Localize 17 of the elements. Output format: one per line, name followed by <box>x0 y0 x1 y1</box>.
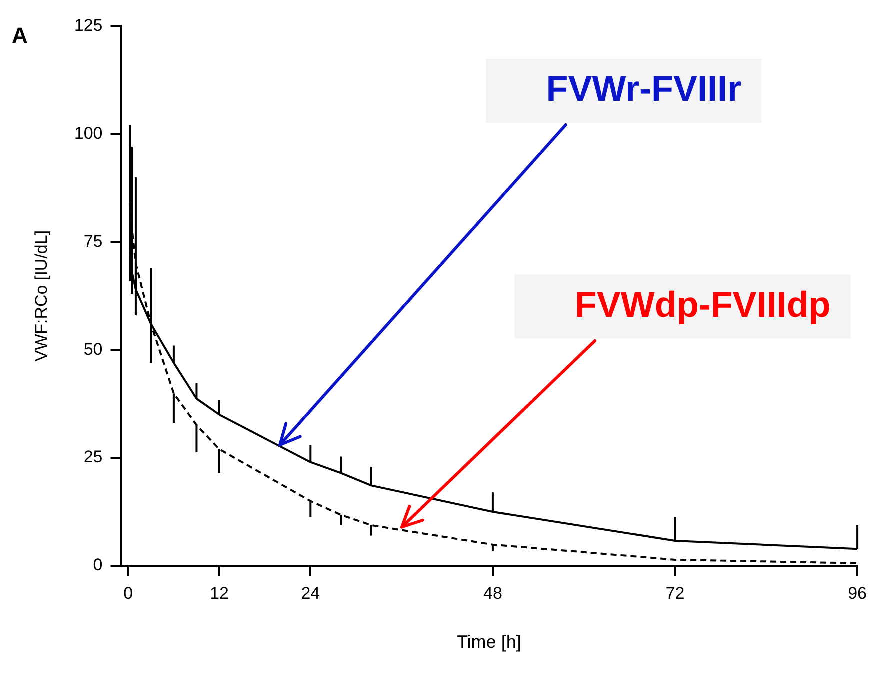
y-tick-label: 125 <box>74 16 103 35</box>
x-tick-label: 48 <box>483 584 502 603</box>
x-tick-label: 96 <box>848 584 868 603</box>
x-tick-label: 12 <box>210 584 229 603</box>
y-tick-label: 0 <box>93 556 103 575</box>
x-tick-label: 24 <box>301 584 320 603</box>
annotation: FVWdp-FVIIIdp <box>574 284 831 325</box>
y-axis-title: VWF:RCo [IU/dL] <box>32 230 51 362</box>
x-tick-label: 72 <box>666 584 685 603</box>
y-tick-label: 100 <box>74 124 103 143</box>
annotation: FVWr-FVIIIr <box>546 68 742 109</box>
x-tick-label: 0 <box>124 584 134 603</box>
text: A <box>12 23 28 48</box>
y-tick-label: 50 <box>84 340 103 359</box>
y-tick-label: 75 <box>84 232 103 251</box>
x-axis-title: Time [h] <box>456 632 522 652</box>
y-tick-label: 25 <box>84 448 103 467</box>
